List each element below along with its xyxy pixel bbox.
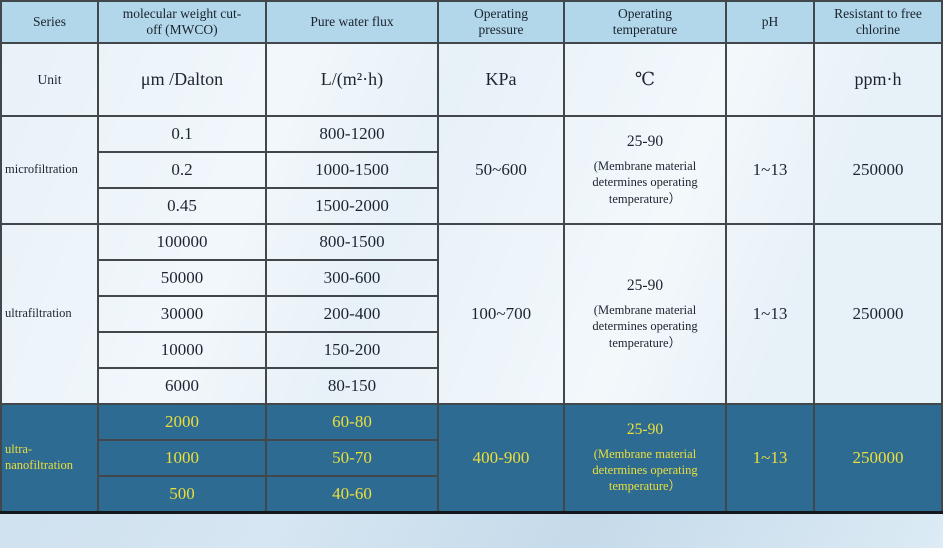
flux-cell: 300-600 [265,259,439,297]
mwco-cell: 0.2 [97,151,267,189]
unit-chlorine: ppm·h [813,42,943,117]
col-header-ph-label: pH [761,13,779,29]
col-header-flux-label: Pure water flux [310,13,394,29]
unit-ph [725,42,815,117]
mwco-cell: 1000 [97,439,267,477]
table-row: 10000 150-200 [1,331,942,369]
flux-cell: 50-70 [265,439,439,477]
temperature-cell: 25-90 (Membrane material determines oper… [563,223,727,405]
col-header-flux: Pure water flux [265,0,439,44]
table-row: 6000 80-150 [1,367,942,405]
flux-cell: 800-1500 [265,223,439,261]
table-row: microfiltration 0.1 800-1200 50~600 25-9… [0,115,943,225]
membrane-spec-table: Series molecular weight cut-off (MWCO) P… [0,0,943,514]
series-cell-microfiltration: microfiltration [0,115,99,225]
mwco-cell: 500 [97,475,267,513]
temperature-cell: 25-90 (Membrane material determines oper… [563,115,727,225]
series-cell-ultra-nanofiltration: ultra-nanofiltration [0,403,99,513]
pressure-cell: 400-900 [437,403,565,513]
unit-row: Unit μm /Dalton L/(m²·h) KPa ℃ ppm·h [0,42,943,117]
col-header-pressure-label: Operating pressure [474,5,528,37]
mwco-cell: 10000 [97,331,267,369]
table-row: ultra-nanofiltration 2000 60-80 400-900 … [0,403,943,513]
unit-row-label: Unit [0,42,99,117]
mwco-cell: 0.45 [97,187,267,225]
table-row: ultrafiltration 100000 800-1500 100~700 … [0,223,943,405]
temperature-note: (Membrane material determines operating … [592,159,698,206]
flux-cell: 40-60 [265,475,439,513]
pressure-cell: 50~600 [437,115,565,225]
temperature-range: 25-90 [626,420,664,438]
temperature-range: 25-90 [626,133,664,151]
table-row: 500 40-60 [1,475,942,513]
col-header-pressure: Operating pressure [437,0,565,44]
temperature-note: (Membrane material determines operating … [592,303,698,350]
col-header-mwco: molecular weight cut-off (MWCO) [97,0,267,44]
col-header-temperature: Operating temperature [563,0,727,44]
col-header-series: Series [0,0,99,44]
temperature-cell: 25-90 (Membrane material determines oper… [563,403,727,513]
col-header-chlorine: Resistant to free chlorine [813,0,943,44]
flux-cell: 1000-1500 [265,151,439,189]
unit-pressure: KPa [437,42,565,117]
ph-cell: 1~13 [725,115,815,225]
temperature-note: (Membrane material determines operating … [592,446,698,494]
flux-cell: 80-150 [265,367,439,405]
col-header-mwco-label: molecular weight cut-off (MWCO) [122,5,242,37]
flux-cell: 800-1200 [265,115,439,153]
mwco-cell: 2000 [97,403,267,441]
col-header-temperature-label: Operating temperature [612,5,678,37]
col-header-ph: pH [725,0,815,44]
flux-cell: 150-200 [265,331,439,369]
unit-mwco: μm /Dalton [97,42,267,117]
ph-cell: 1~13 [725,223,815,405]
table-row: 30000 200-400 [1,295,942,333]
chlorine-cell: 250000 [813,403,943,513]
mwco-cell: 0.1 [97,115,267,153]
table-row: 50000 300-600 [1,259,942,297]
mwco-cell: 6000 [97,367,267,405]
mwco-cell: 100000 [97,223,267,261]
col-header-chlorine-label: Resistant to free chlorine [834,5,922,37]
flux-cell: 1500-2000 [265,187,439,225]
ph-cell: 1~13 [725,403,815,513]
chlorine-cell: 250000 [813,115,943,225]
table-row: 0.45 1500-2000 [1,187,942,225]
col-header-series-label: Series [33,13,66,29]
mwco-cell: 30000 [97,295,267,333]
temperature-range: 25-90 [626,277,664,295]
unit-flux: L/(m²·h) [265,42,439,117]
header-row: Series molecular weight cut-off (MWCO) P… [0,0,943,44]
table-row: 0.2 1000-1500 [1,151,942,189]
flux-cell: 200-400 [265,295,439,333]
mwco-cell: 50000 [97,259,267,297]
unit-temperature: ℃ [563,42,727,117]
pressure-cell: 100~700 [437,223,565,405]
chlorine-cell: 250000 [813,223,943,405]
table-row: 1000 50-70 [1,439,942,477]
flux-cell: 60-80 [265,403,439,441]
series-cell-ultrafiltration: ultrafiltration [0,223,99,405]
